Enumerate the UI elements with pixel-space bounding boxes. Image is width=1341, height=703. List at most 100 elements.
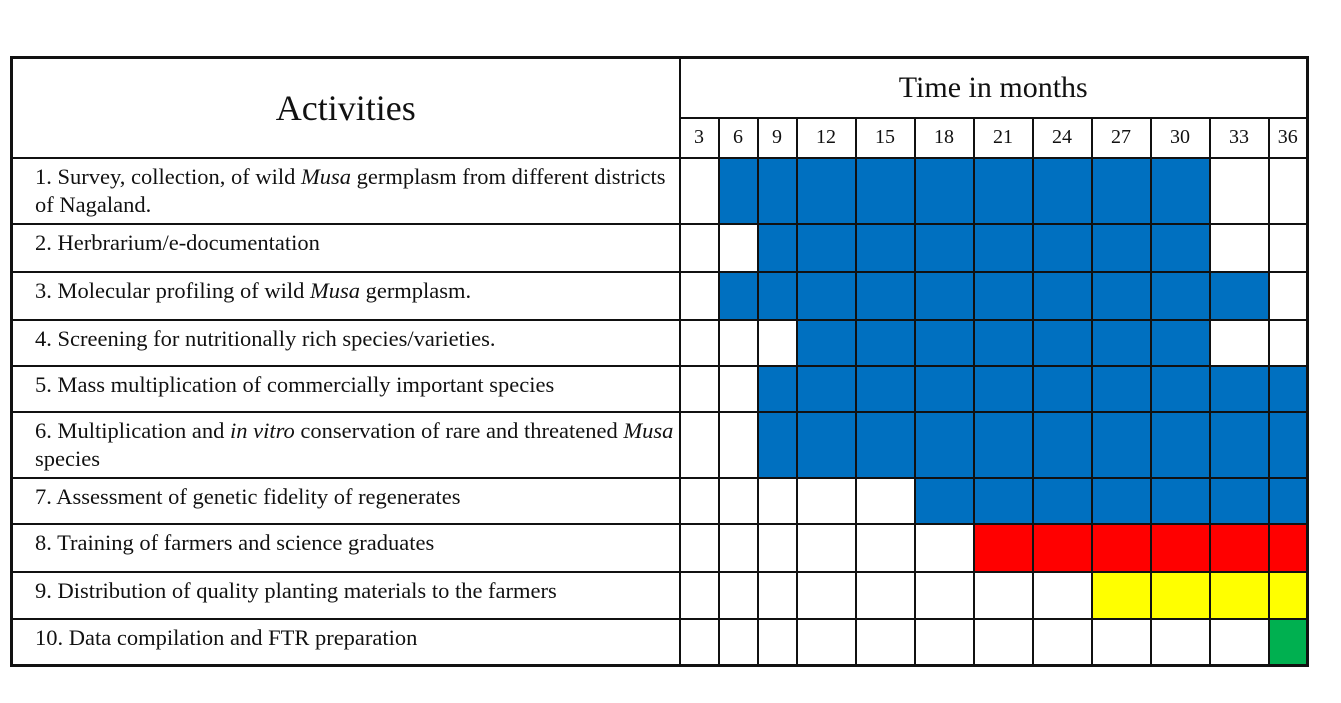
activity-label: 6. Multiplication and in vitro conservat… [10,410,681,479]
gantt-empty-cell [913,570,975,620]
activity-row: 9. Distribution of quality planting mate… [10,570,1309,620]
activity-row: 8. Training of farmers and science gradu… [10,522,1309,573]
month-header-row: 3 6 9 12 15 18 21 24 27 30 33 36 [12,116,1309,159]
gantt-bar-cell [1090,364,1152,413]
gantt-bar-cell [756,410,798,479]
gantt-empty-cell [1267,222,1309,273]
gantt-bar-cell [854,156,916,225]
gantt-empty-cell [854,617,916,667]
gantt-bar-cell [972,156,1034,225]
gantt-bar-cell [1149,364,1211,413]
gantt-bar-cell [756,270,798,321]
month-label-24: 24 [1031,116,1093,159]
gantt-bar-cell [1149,270,1211,321]
gantt-empty-cell [717,617,759,667]
gantt-empty-cell [1208,156,1270,225]
activity-row: 7. Assessment of genetic fidelity of reg… [10,476,1309,525]
activity-row: 10. Data compilation and FTR preparation [10,617,1309,667]
activity-row: 4. Screening for nutritionally rich spec… [10,318,1309,367]
gantt-bar-cell [972,476,1034,525]
gantt-bar-cell [1090,270,1152,321]
gantt-empty-cell [854,570,916,620]
gantt-bar-cell [1149,522,1211,573]
gantt-empty-cell [913,617,975,667]
gantt-empty-cell [678,364,720,413]
gantt-bar-cell [1267,522,1309,573]
gantt-empty-cell [717,476,759,525]
gantt-bar-cell [913,476,975,525]
gantt-bar-cell [1267,410,1309,479]
month-label-18: 18 [913,116,975,159]
month-label-27: 27 [1090,116,1152,159]
gantt-bar-cell [854,270,916,321]
time-in-months-header: Time in months [678,56,1309,119]
gantt-empty-cell [717,410,759,479]
gantt-empty-cell [717,570,759,620]
gantt-bar-cell [1208,410,1270,479]
gantt-bar-cell [854,222,916,273]
gantt-bar-cell [795,318,857,367]
gantt-empty-cell [717,364,759,413]
gantt-empty-cell [756,522,798,573]
gantt-empty-cell [678,617,720,667]
gantt-bar-cell [1031,156,1093,225]
gantt-bar-cell [1208,570,1270,620]
activity-label: 8. Training of farmers and science gradu… [10,522,681,573]
gantt-bar-cell [1149,222,1211,273]
gantt-bar-cell [1267,476,1309,525]
activities-header: Activities [10,56,681,159]
gantt-empty-cell [1149,617,1211,667]
activity-label: 5. Mass multiplication of commercially i… [10,364,681,413]
gantt-bar-cell [795,222,857,273]
gantt-bar-cell [1267,364,1309,413]
activity-label: 3. Molecular profiling of wild Musa germ… [10,270,681,321]
gantt-bar-cell [795,270,857,321]
gantt-empty-cell [678,476,720,525]
gantt-empty-cell [678,156,720,225]
gantt-bar-cell [972,522,1034,573]
gantt-empty-cell [795,570,857,620]
gantt-empty-cell [678,570,720,620]
activity-label: 2. Herbrarium/e-documentation [10,222,681,273]
gantt-empty-cell [1267,318,1309,367]
gantt-bar-cell [1208,270,1270,321]
month-label-33: 33 [1208,116,1270,159]
gantt-bar-cell [913,222,975,273]
activity-row: 5. Mass multiplication of commercially i… [10,364,1309,413]
gantt-bar-cell [1208,364,1270,413]
gantt-bar-cell [1149,570,1211,620]
activity-label: 4. Screening for nutritionally rich spec… [10,318,681,367]
gantt-empty-cell [717,318,759,367]
activity-label: 7. Assessment of genetic fidelity of reg… [10,476,681,525]
gantt-bar-cell [1031,364,1093,413]
gantt-empty-cell [913,522,975,573]
gantt-empty-cell [1267,270,1309,321]
gantt-empty-cell [756,318,798,367]
month-label-30: 30 [1149,116,1211,159]
gantt-bar-cell [1267,617,1309,667]
gantt-bar-cell [972,410,1034,479]
activity-label: 10. Data compilation and FTR preparation [10,617,681,667]
gantt-empty-cell [678,318,720,367]
gantt-empty-cell [1208,617,1270,667]
gantt-bar-cell [795,410,857,479]
gantt-empty-cell [678,270,720,321]
activity-row: 2. Herbrarium/e-documentation [10,222,1309,273]
gantt-empty-cell [854,522,916,573]
activity-label: 1. Survey, collection, of wild Musa germ… [10,156,681,225]
gantt-empty-cell [1090,617,1152,667]
gantt-bar-cell [913,270,975,321]
gantt-table: Activities Time in months 3 6 9 12 15 18 21 24 2… [10,56,1309,667]
gantt-empty-cell [1267,156,1309,225]
gantt-empty-cell [678,222,720,273]
gantt-bar-cell [795,364,857,413]
gantt-bar-cell [1208,522,1270,573]
gantt-empty-cell [854,476,916,525]
activity-label: 9. Distribution of quality planting mate… [10,570,681,620]
gantt-bar-cell [1031,222,1093,273]
gantt-empty-cell [1208,222,1270,273]
activity-row: 1. Survey, collection, of wild Musa germ… [10,156,1309,225]
month-label-12: 12 [795,116,857,159]
activity-row: 6. Multiplication and in vitro conservat… [10,410,1309,479]
month-label-36: 36 [1267,116,1309,159]
